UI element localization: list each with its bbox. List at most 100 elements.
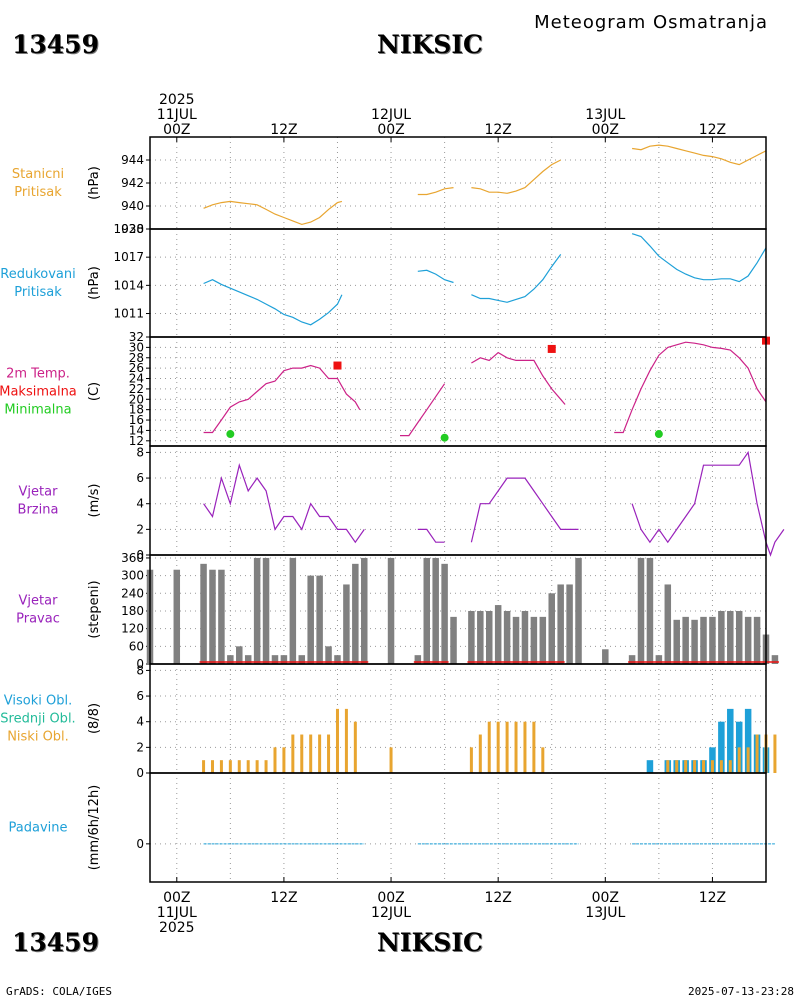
wind-direction-bar <box>753 616 761 664</box>
top-axis-label: 00Z <box>592 122 619 138</box>
bottom-axis-label: 12JUL <box>371 905 411 921</box>
bottom-axis-label: 2025 <box>159 920 195 936</box>
bottom-axis-label: 00Z <box>377 890 404 906</box>
y-tick-label: 60 <box>129 639 144 653</box>
tmax-marker <box>547 344 556 353</box>
y-tick-label: 26 <box>129 361 144 375</box>
y-tick-label: 1011 <box>113 307 144 321</box>
y-tick-label: 18 <box>129 403 144 417</box>
y-tick-label: 30 <box>129 340 144 354</box>
low-cloud-bar <box>219 760 223 773</box>
top-axis-label: 00Z <box>377 122 404 138</box>
top-axis-label: 11JUL <box>157 107 197 123</box>
wind-direction-bar <box>361 557 368 664</box>
low-cloud-bar <box>684 760 688 773</box>
y-tick-label: 8 <box>136 445 144 459</box>
wind-direction-bar <box>262 557 270 664</box>
bottom-axis-label: 13JUL <box>585 905 625 921</box>
low-cloud-bar <box>309 734 313 773</box>
bottom-axis-label: 12Z <box>484 890 511 906</box>
y-tick-label: 940 <box>121 199 144 213</box>
tmax-marker <box>333 361 342 370</box>
panel-label: Padavine <box>9 821 68 836</box>
low-cloud-bar <box>327 734 331 773</box>
wind-direction-bar <box>414 655 422 664</box>
wind-direction-bar <box>691 619 698 664</box>
top-axis-label: 12Z <box>484 122 511 138</box>
wind-direction-bar <box>494 605 502 664</box>
low-cloud-bar <box>693 760 697 773</box>
low-cloud-bar <box>514 721 518 773</box>
wind-direction-bar <box>325 646 332 664</box>
wind-direction-bar <box>744 616 752 664</box>
wind-direction-bar <box>227 655 234 664</box>
series-line-station-pressure <box>471 159 561 194</box>
y-tick-label: 1020 <box>113 222 144 236</box>
low-cloud-bar <box>228 760 232 773</box>
panel-label: Redukovani <box>0 267 75 282</box>
wind-direction-bar <box>575 557 582 664</box>
panel-unit-label: (C) <box>87 382 102 401</box>
panel-label: Vjetar <box>19 485 59 500</box>
series-line-wind-speed <box>470 477 579 543</box>
low-cloud-bar <box>389 747 393 773</box>
meteogram-title: Meteogram Osmatranja <box>534 12 768 33</box>
low-cloud-bar <box>773 734 777 773</box>
y-tick-label: 938 <box>121 222 144 236</box>
y-tick-label: 2 <box>136 522 144 536</box>
series-line-reduced-pressure <box>203 279 343 326</box>
wind-direction-bar <box>557 584 564 664</box>
wind-direction-bar <box>271 655 279 664</box>
low-cloud-bar <box>300 734 304 773</box>
y-tick-label: 180 <box>121 604 144 618</box>
panel-label: Niski Obl. <box>7 730 69 745</box>
station-name-bottom: NIKSIC <box>377 928 483 957</box>
low-cloud-bar <box>728 760 732 773</box>
bottom-axis-label: 11JUL <box>157 905 197 921</box>
low-cloud-bar <box>246 760 250 773</box>
wind-direction-bar <box>548 593 555 664</box>
station-id-bottom: 13459 <box>12 928 99 957</box>
wind-direction-bar <box>218 569 225 664</box>
y-tick-label: 0 <box>136 766 144 780</box>
wind-direction-bar <box>602 649 609 664</box>
bottom-axis-label: 00Z <box>163 890 190 906</box>
station-name-top: NIKSIC <box>377 30 483 59</box>
series-line-reduced-pressure <box>417 269 454 284</box>
panel-label: Maksimalna <box>0 385 77 400</box>
tmin-marker <box>654 430 663 439</box>
series-line-temperature <box>203 364 361 434</box>
low-cloud-bar <box>335 708 339 773</box>
y-tick-label: 944 <box>121 153 144 167</box>
low-cloud-bar <box>746 747 750 773</box>
y-tick-label: 4 <box>136 715 144 729</box>
y-tick-label: 22 <box>129 382 144 396</box>
low-cloud-bar <box>202 760 206 773</box>
wind-direction-bar <box>646 557 654 664</box>
low-cloud-bar <box>532 721 536 773</box>
low-cloud-bar <box>344 708 348 773</box>
y-tick-label: 14 <box>129 423 144 437</box>
footer-timestamp: 2025-07-13-23:28 <box>688 985 794 998</box>
low-cloud-bar <box>210 760 214 773</box>
wind-direction-bar <box>289 557 297 664</box>
wind-direction-bar <box>387 557 395 664</box>
panel-frame-wind-speed <box>149 445 767 556</box>
panel-label: Pravac <box>16 612 60 627</box>
low-cloud-bar <box>755 734 759 773</box>
wind-direction-bar <box>432 557 439 664</box>
wind-direction-bar <box>253 557 261 664</box>
low-cloud-bar <box>318 734 322 773</box>
bottom-axis-label: 12Z <box>270 890 297 906</box>
y-tick-label: 300 <box>121 569 144 583</box>
y-tick-label: 0 <box>136 548 144 562</box>
wind-direction-bar <box>673 619 680 664</box>
wind-direction-bar <box>298 655 306 664</box>
bottom-axis-label: 12Z <box>699 890 726 906</box>
panel-label: Visoki Obl. <box>4 694 72 709</box>
low-cloud-bar <box>523 721 527 773</box>
y-tick-label: 8 <box>136 663 144 677</box>
wind-direction-bar <box>530 616 538 664</box>
wind-direction-bar <box>477 610 484 664</box>
